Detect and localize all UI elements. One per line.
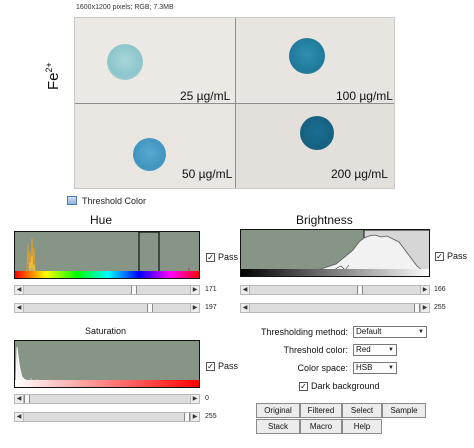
thresholding-method-label: Thresholding method: [260, 327, 348, 337]
select-button[interactable]: Select [342, 403, 382, 418]
arrow-left-icon[interactable]: ◀ [15, 286, 24, 294]
sample-button[interactable]: Sample [382, 403, 426, 418]
saturation-max-value: 255 [205, 413, 217, 420]
image-info-text: 1600x1200 pixels; RGB; 7.3MB [76, 4, 174, 11]
arrow-left-icon[interactable]: ◀ [241, 304, 250, 312]
quadrant-100 [235, 18, 394, 104]
brightness-title: Brightness [296, 213, 353, 227]
check-icon: ✓ [206, 252, 215, 262]
ion-symbol: Fe [45, 72, 62, 90]
quadrant-50 [75, 104, 235, 188]
slider-thumb[interactable] [414, 304, 420, 312]
dialog-title: Threshold Color [82, 196, 147, 206]
concentration-label: 50 µg/mL [182, 167, 233, 181]
filtered-button[interactable]: Filtered [300, 403, 342, 418]
arrow-right-icon[interactable]: ▶ [190, 304, 199, 312]
quadrant-200 [235, 104, 394, 188]
brightness-histogram-plot [300, 230, 429, 272]
brightness-pass-checkbox[interactable]: ✓ Pass [435, 251, 467, 261]
arrow-right-icon[interactable]: ▶ [420, 304, 429, 312]
check-icon: ✓ [435, 251, 444, 261]
sample-spot [300, 116, 334, 150]
thresholding-method-value: Default [356, 327, 382, 336]
threshold-color-dropdown[interactable]: Red ▼ [353, 344, 397, 356]
saturation-max-slider[interactable]: ◀ ▶ [14, 412, 200, 422]
arrow-left-icon[interactable]: ◀ [15, 413, 24, 421]
saturation-min-slider[interactable]: ◀ ▶ [14, 394, 200, 404]
slider-thumb[interactable] [131, 286, 138, 294]
chevron-down-icon: ▼ [418, 329, 424, 335]
check-icon: ✓ [299, 381, 308, 391]
arrow-left-icon[interactable]: ◀ [15, 395, 24, 403]
macro-button[interactable]: Macro [300, 419, 342, 434]
saturation-pass-checkbox[interactable]: ✓ Pass [206, 361, 238, 371]
color-space-value: HSB [356, 363, 373, 372]
saturation-min-value: 0 [205, 395, 209, 402]
sample-spot [107, 44, 143, 80]
brightness-histogram [240, 229, 430, 277]
help-button[interactable]: Help [342, 419, 382, 434]
brightness-max-slider[interactable]: ◀ ▶ [240, 303, 430, 313]
quadrant-25 [75, 18, 235, 104]
ion-label: Fe2+ [44, 62, 62, 90]
brightness-min-slider[interactable]: ◀ ▶ [240, 285, 430, 295]
brightness-gradient-bar [241, 269, 429, 276]
hue-min-slider[interactable]: ◀ ▶ [14, 285, 200, 295]
ion-charge: 2+ [44, 62, 54, 73]
slider-thumb[interactable] [147, 304, 154, 312]
saturation-histogram [14, 340, 200, 388]
saturation-gradient-bar [15, 380, 199, 387]
original-button[interactable]: Original [256, 403, 300, 418]
hue-min-value: 171 [205, 286, 217, 293]
hue-max-slider[interactable]: ◀ ▶ [14, 303, 200, 313]
thresholding-method-dropdown[interactable]: Default ▼ [353, 326, 427, 338]
arrow-right-icon[interactable]: ▶ [190, 413, 199, 421]
hue-title: Hue [90, 213, 113, 227]
brightness-min-value: 166 [434, 286, 446, 293]
brightness-max-value: 255 [434, 304, 446, 311]
arrow-left-icon[interactable]: ◀ [241, 286, 250, 294]
chevron-down-icon: ▼ [388, 365, 394, 371]
sample-photo: 25 µg/mL 100 µg/mL 50 µg/mL 200 µg/mL [74, 17, 395, 189]
slider-thumb[interactable] [184, 413, 190, 421]
arrow-right-icon[interactable]: ▶ [420, 286, 429, 294]
concentration-label: 25 µg/mL [180, 89, 231, 103]
sample-spot [289, 38, 325, 74]
brightness-pass-label: Pass [447, 251, 468, 261]
dark-background-checkbox[interactable]: ✓ Dark background [299, 381, 380, 391]
concentration-label: 100 µg/mL [336, 89, 393, 103]
check-icon: ✓ [206, 361, 215, 371]
dark-background-label: Dark background [311, 381, 380, 391]
arrow-right-icon[interactable]: ▶ [190, 395, 199, 403]
hue-spectrum-bar [15, 271, 199, 278]
arrow-right-icon[interactable]: ▶ [190, 286, 199, 294]
stack-button[interactable]: Stack [256, 419, 300, 434]
concentration-label: 200 µg/mL [331, 167, 388, 181]
hue-max-value: 197 [205, 304, 217, 311]
threshold-color-value: Red [356, 345, 371, 354]
arrow-left-icon[interactable]: ◀ [15, 304, 24, 312]
color-space-label: Color space: [297, 363, 348, 373]
threshold-window-icon [67, 196, 77, 205]
hue-histogram [14, 231, 200, 279]
slider-thumb[interactable] [24, 395, 30, 403]
grid-divider [75, 103, 394, 104]
saturation-pass-label: Pass [218, 361, 239, 371]
color-space-dropdown[interactable]: HSB ▼ [353, 362, 397, 374]
hue-pass-checkbox[interactable]: ✓ Pass [206, 252, 238, 262]
threshold-color-label: Threshold color: [283, 345, 348, 355]
hue-pass-label: Pass [218, 252, 239, 262]
slider-thumb[interactable] [356, 286, 363, 294]
chevron-down-icon: ▼ [388, 347, 394, 353]
sample-spot [133, 138, 166, 171]
saturation-title: Saturation [85, 326, 127, 336]
